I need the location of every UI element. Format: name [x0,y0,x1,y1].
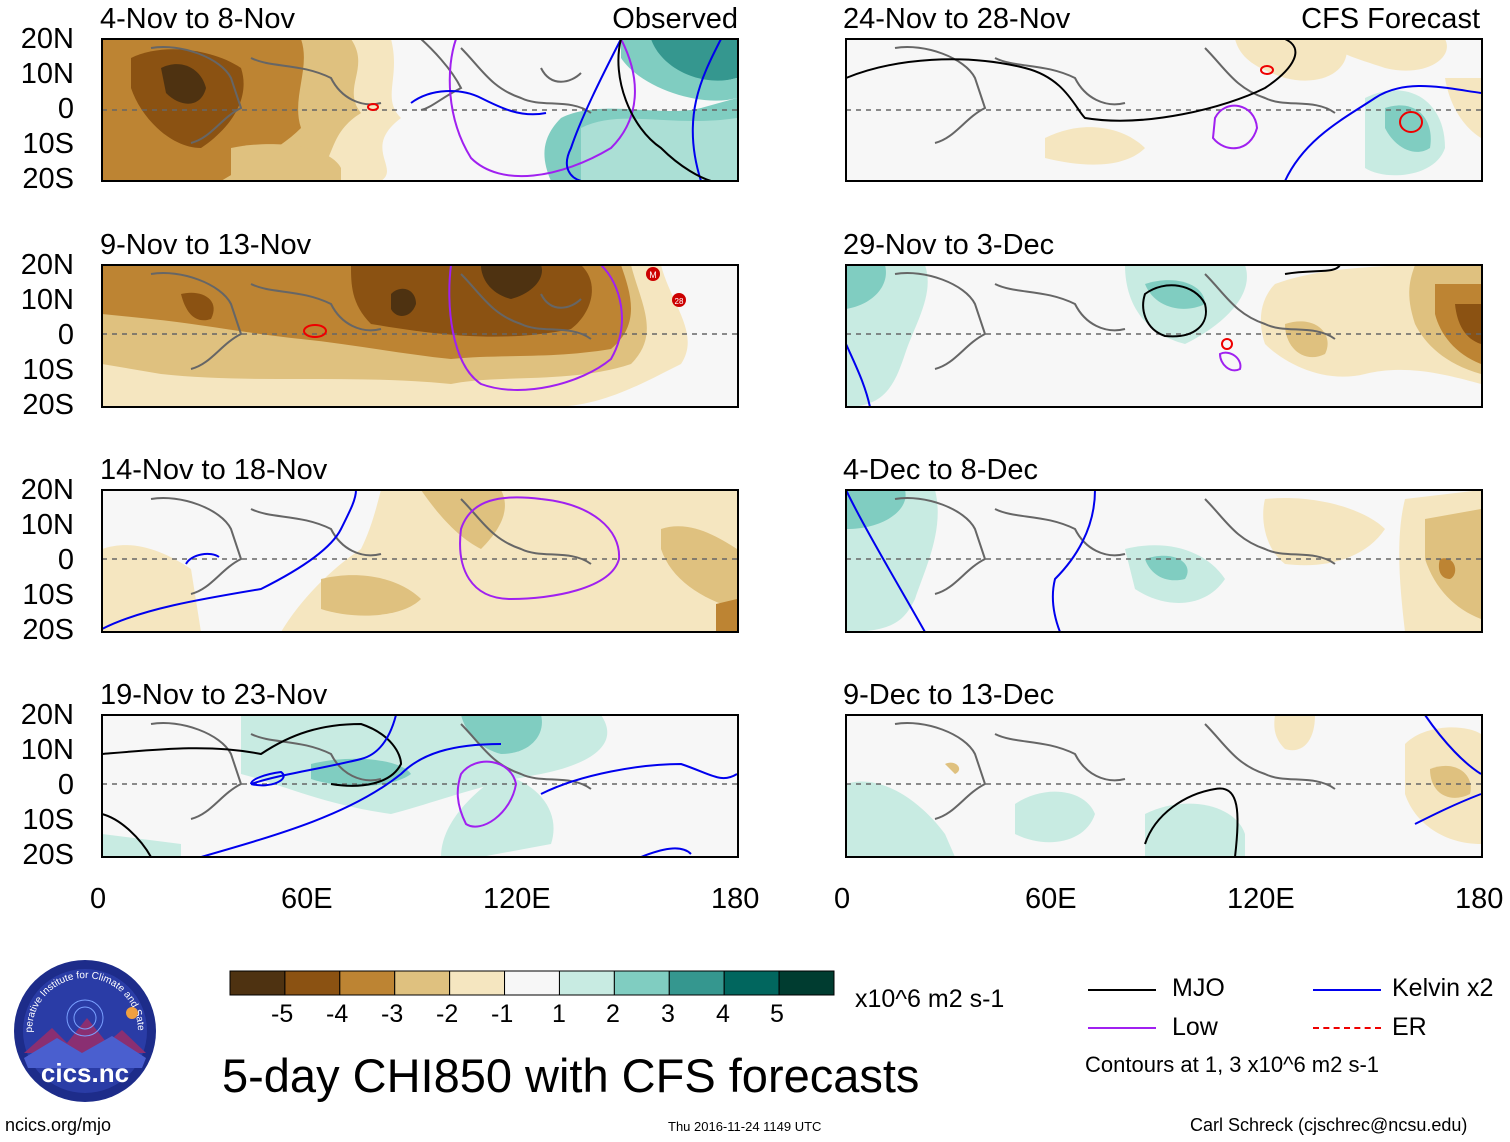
lat-label: 0 [57,769,74,801]
map-panel-6 [845,264,1483,408]
colorbar-swatch [229,970,286,996]
lat-label: 10S [22,128,74,160]
panel-title-2: 9-Nov to 13-Nov [100,229,312,261]
lat-label: 0 [57,93,74,125]
colorbar-tick: 4 [716,1000,730,1028]
colorbar-swatch [778,970,835,996]
panel-title-4: 19-Nov to 23-Nov [100,679,328,711]
colorbar-swatch [339,970,396,996]
lat-label: 0 [57,319,74,351]
colorbar-swatch [613,970,670,996]
forecast-label: CFS Forecast [1301,3,1480,35]
lat-label: 10S [22,804,74,836]
panel-title-1: 4-Nov to 8-Nov [100,3,296,35]
panel-title-6: 29-Nov to 3-Dec [843,229,1055,261]
panel-title-3: 14-Nov to 18-Nov [100,454,328,486]
lat-label: 0 [57,544,74,576]
colorbar-tick: 5 [770,1000,784,1028]
colorbar-tick: -4 [326,1000,349,1028]
lon-label: 180 [1455,883,1504,915]
lat-label: 10N [20,58,74,90]
map-panel-4 [101,714,739,858]
colorbar-tick: -3 [381,1000,404,1028]
lat-label: 20N [20,699,74,731]
panel-title-7: 4-Dec to 8-Dec [843,454,1039,486]
map-panel-8 [845,714,1483,858]
footer-url: ncics.org/mjo [5,1115,112,1135]
lon-label: 60E [1025,883,1077,915]
lat-label: 10S [22,354,74,386]
lon-label: 180 [711,883,760,915]
map-panel-2: M 28 [101,264,739,408]
colorbar [229,970,835,996]
colorbar-tick: 1 [552,1000,566,1028]
lat-label: 10N [20,509,74,541]
colorbar-tick: 2 [606,1000,620,1028]
legend-line-mjo [1088,989,1156,991]
map-panel-3 [101,489,739,633]
footer-timestamp: Thu 2016-11-24 1149 UTC [668,1119,822,1134]
legend-note: Contours at 1, 3 x10^6 m2 s-1 [1085,1052,1380,1077]
colorbar-svg [229,970,835,996]
colorbar-swatch [449,970,506,996]
legend-label-kelvin: Kelvin x2 [1392,974,1494,1002]
observed-label: Observed [612,3,738,35]
colorbar-units: x10^6 m2 s-1 [855,985,1005,1013]
map-panel-5 [845,38,1483,182]
footer-author: Carl Schreck (cjschrec@ncsu.edu) [1190,1115,1468,1135]
main-title: 5-day CHI850 with CFS forecasts [222,1049,920,1102]
logo-text: cics.nc [41,1058,129,1088]
lon-label: 60E [281,883,333,915]
colorbar-swatch [504,970,560,996]
lat-label: 20S [22,839,74,871]
panel-title-5: 24-Nov to 28-Nov [843,3,1071,35]
lat-label: 20S [22,389,74,421]
colorbar-tick: -5 [271,1000,294,1028]
storm-marker-m: M [649,270,657,280]
lat-label: 20S [22,163,74,195]
lat-label: 10N [20,734,74,766]
map-panel-1 [101,38,739,182]
colorbar-tick: -1 [491,1000,514,1028]
lon-label: 120E [1227,883,1295,915]
lon-label: 0 [90,883,107,915]
legend-line-kelvin [1313,989,1381,991]
cics-logo: Cooperative Institute for Climate and Sa… [8,950,158,1104]
lon-label: 120E [483,883,551,915]
lat-label: 10S [22,579,74,611]
map-panel-7 [845,489,1483,633]
lon-label: 0 [834,883,851,915]
storm-marker-28: 28 [675,297,684,306]
lat-label: 10N [20,284,74,316]
colorbar-tick: 3 [661,1000,675,1028]
colorbar-swatch [668,970,725,996]
legend-line-er [1313,1027,1381,1029]
colorbar-swatch [558,970,615,996]
lat-label: 20N [20,23,74,55]
colorbar-tick: -2 [436,1000,459,1028]
lat-label: 20S [22,614,74,646]
lat-label: 20N [20,249,74,281]
colorbar-swatch [284,970,341,996]
legend-label-low: Low [1172,1013,1218,1041]
lat-label: 20N [20,474,74,506]
legend-line-low [1088,1027,1156,1029]
panel-title-8: 9-Dec to 13-Dec [843,679,1055,711]
colorbar-swatch [723,970,780,996]
colorbar-swatch [394,970,451,996]
legend-label-er: ER [1392,1013,1427,1041]
legend-label-mjo: MJO [1172,974,1225,1002]
